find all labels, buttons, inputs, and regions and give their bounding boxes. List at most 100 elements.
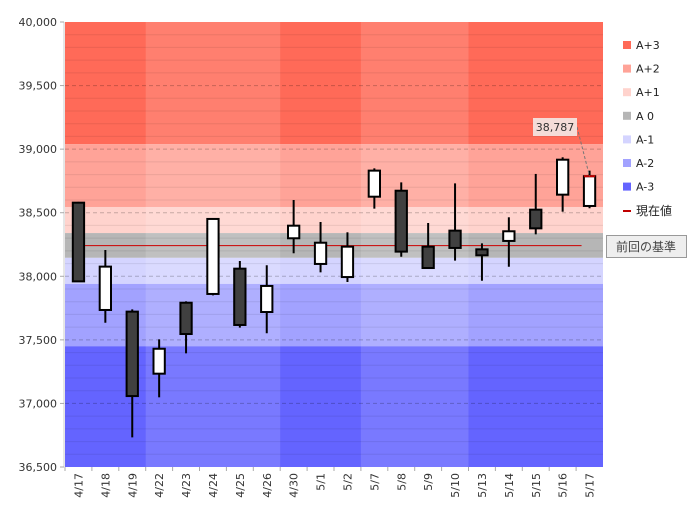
- candle-4/24: [206, 217, 220, 296]
- candle-body: [125, 310, 139, 398]
- x-tick-label: 5/13: [476, 473, 489, 498]
- candle-body: [206, 217, 220, 295]
- candle-body: [421, 245, 435, 270]
- legend-swatch-3: [623, 111, 631, 120]
- band-2: [65, 206, 603, 234]
- band-5: [65, 283, 603, 347]
- candle-5/16: [556, 157, 570, 212]
- reference-label-box[interactable]: [606, 235, 687, 258]
- y-tick-label: 37,000: [19, 397, 58, 410]
- candle-4/18: [98, 249, 112, 323]
- candle-4/30: [287, 200, 301, 254]
- x-tick-label: 5/7: [368, 473, 381, 491]
- x-tick-label: 5/8: [395, 473, 408, 491]
- candle-5/2: [340, 232, 355, 283]
- band-1: [65, 144, 603, 207]
- legend-swatch-4: [623, 135, 631, 144]
- candle-body: [367, 169, 381, 198]
- candle-4/25: [233, 261, 247, 328]
- candle-body: [179, 301, 193, 336]
- x-tick-label: 5/1: [315, 473, 328, 491]
- legend: A+3 A+2 A+1 A 0 A-1 A-2 A-3 現在値: [623, 39, 672, 218]
- candle-4/17: [71, 201, 86, 283]
- current-value-label: 38,787: [536, 121, 575, 134]
- candle-5/1: [313, 221, 328, 273]
- y-tick-label: 36,500: [19, 461, 58, 474]
- x-tick-label: 4/25: [234, 473, 247, 498]
- legend-swatch-current: [623, 210, 631, 212]
- legend-swatch-2: [623, 88, 631, 97]
- x-axis: 4/17 4/18 4/19 4/22 4/23 4/24 4/25 4/26 4/30 5/1 5…: [64, 467, 597, 498]
- x-tick-label: 4/18: [99, 473, 112, 498]
- legend-label: A 0: [636, 110, 654, 123]
- legend-label: A+3: [636, 39, 660, 52]
- y-tick-label: 38,000: [19, 270, 58, 283]
- grid-lines: [65, 34, 603, 455]
- candle-body: [529, 208, 543, 230]
- legend-label: A+1: [636, 86, 660, 99]
- candle-body: [556, 158, 570, 196]
- x-tick-label: 5/17: [584, 473, 597, 498]
- x-tick-label: 4/23: [180, 473, 193, 498]
- candle-5/9: [421, 223, 435, 270]
- candle-body: [582, 175, 597, 207]
- legend-label: A+2: [636, 63, 660, 76]
- y-axis: 36,500 37,000 37,500 38,000 38,500 39,000 39,5…: [19, 16, 65, 474]
- x-tick-label: 5/2: [341, 473, 354, 491]
- candle-4/22: [152, 339, 166, 398]
- reference-label-text: 前回の基準: [616, 239, 676, 254]
- current-value-callout: 38,787: [533, 118, 591, 177]
- candle-body: [502, 230, 516, 242]
- current-value-box: [533, 118, 577, 136]
- legend-label-current: 現在値: [636, 203, 672, 218]
- candle-body: [340, 245, 355, 279]
- candle-body: [233, 267, 247, 326]
- candle-body: [313, 241, 328, 265]
- candle-5/14: [502, 217, 516, 267]
- candle-body: [448, 229, 462, 249]
- candle-5/13: [475, 243, 489, 281]
- band-0: [65, 22, 603, 145]
- x-tick-label: 5/16: [557, 473, 570, 498]
- current-value-leader: [576, 126, 591, 177]
- candle-5/10: [448, 183, 462, 261]
- x-tick-label: 5/9: [422, 473, 435, 491]
- candles: [71, 157, 597, 438]
- x-tick-label: 4/24: [207, 473, 220, 498]
- x-tick-label: 4/30: [288, 473, 301, 498]
- legend-label: A-3: [636, 181, 654, 194]
- candle-body: [394, 189, 408, 253]
- y-tick-label: 40,000: [19, 16, 58, 29]
- y-tick-label: 39,500: [19, 80, 58, 93]
- y-tick-label: 37,500: [19, 334, 58, 347]
- reference-label[interactable]: 前回の基準: [606, 235, 687, 258]
- x-tick-label: 5/14: [503, 473, 516, 498]
- candle-5/8: [394, 182, 408, 257]
- y-tick-label: 39,000: [19, 143, 58, 156]
- candle-4/19: [125, 309, 139, 438]
- legend-swatch-6: [623, 182, 631, 191]
- legend-swatch-1: [623, 64, 631, 73]
- candle-body: [260, 284, 274, 314]
- y-tick-label: 38,500: [19, 207, 58, 220]
- candle-body: [475, 248, 489, 257]
- x-tick-label: 4/19: [126, 473, 139, 498]
- x-tick-label: 5/10: [449, 473, 462, 498]
- legend-swatch-5: [623, 159, 631, 167]
- candle-body: [98, 265, 112, 311]
- candle-5/7: [367, 168, 381, 209]
- x-tick-label: 4/22: [153, 473, 166, 498]
- legend-label: A-2: [636, 157, 654, 170]
- candle-4/26: [260, 265, 274, 334]
- candle-body: [71, 201, 86, 283]
- legend-label: A-1: [636, 133, 654, 146]
- candle-body: [287, 224, 301, 240]
- candle-body: [152, 347, 166, 375]
- legend-swatch-0: [623, 41, 631, 49]
- candle-5/15: [529, 173, 543, 235]
- band-4: [65, 257, 603, 284]
- x-tick-label: 4/17: [72, 473, 85, 498]
- x-tick-label: 4/26: [261, 473, 274, 498]
- candle-4/23: [179, 301, 193, 354]
